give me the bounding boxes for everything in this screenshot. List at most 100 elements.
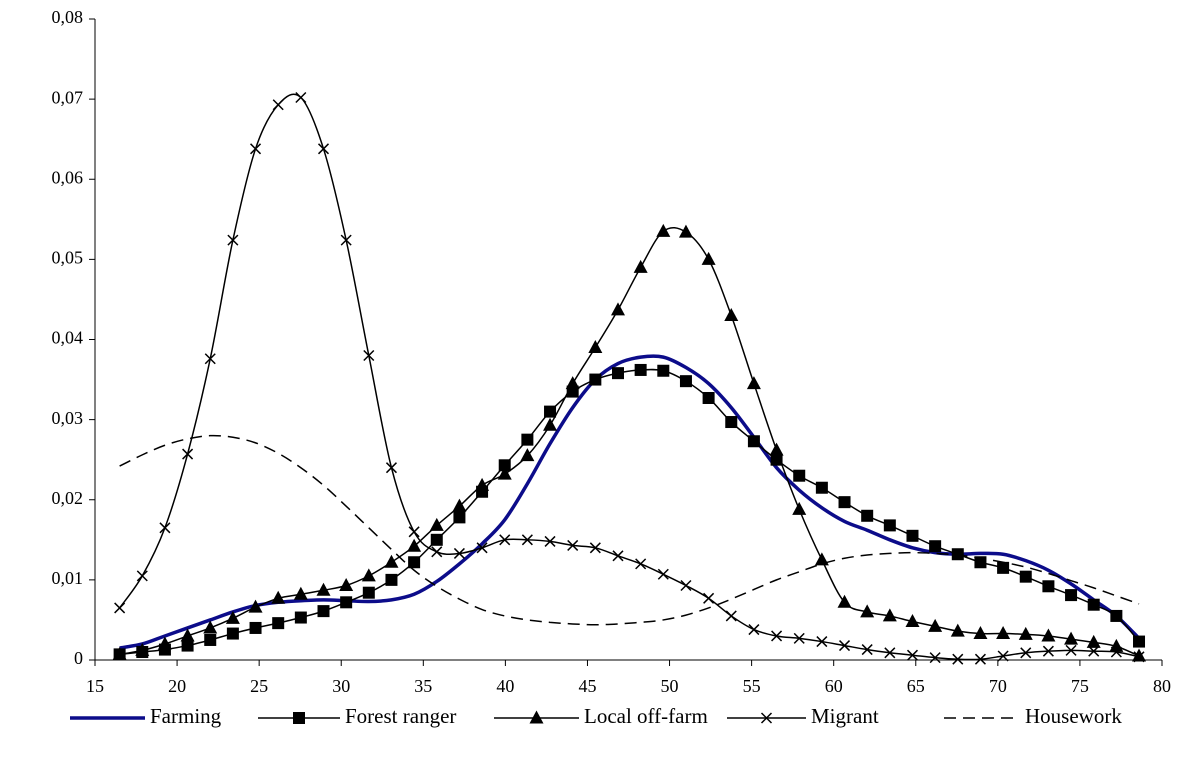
series-marker xyxy=(293,586,308,600)
series-marker xyxy=(203,620,218,634)
series-marker xyxy=(180,628,195,642)
series-marker xyxy=(135,642,150,656)
series-marker xyxy=(679,375,692,388)
series-marker xyxy=(521,433,534,446)
series-marker xyxy=(1110,646,1122,658)
series-marker xyxy=(499,534,511,546)
y-tick-label: 0,04 xyxy=(52,328,84,348)
series-marker xyxy=(271,590,286,604)
series-marker xyxy=(680,579,692,592)
series-marker xyxy=(1019,570,1032,583)
series-marker xyxy=(1018,626,1033,640)
series-marker xyxy=(1042,645,1054,657)
series-marker xyxy=(226,627,239,640)
series-marker xyxy=(793,469,806,482)
series-marker xyxy=(248,599,263,613)
series-marker xyxy=(882,608,897,622)
series-marker xyxy=(837,594,852,608)
series-marker xyxy=(702,391,715,404)
series-marker xyxy=(408,556,421,569)
y-tick-label: 0,07 xyxy=(52,87,84,107)
series-marker xyxy=(565,376,580,390)
series-marker xyxy=(431,546,443,558)
series-marker xyxy=(861,509,874,522)
series-marker xyxy=(589,373,602,386)
series-marker xyxy=(453,511,466,524)
series-marker xyxy=(769,442,784,456)
series-marker xyxy=(429,517,444,531)
series-marker xyxy=(1132,648,1147,662)
series-marker xyxy=(1133,635,1146,648)
series-marker xyxy=(725,610,737,622)
series-marker xyxy=(724,307,739,321)
series-marker xyxy=(317,143,330,155)
x-tick-label: 75 xyxy=(1071,676,1089,696)
series-marker xyxy=(906,649,919,661)
series-marker xyxy=(1065,589,1078,602)
series-line xyxy=(119,434,1140,626)
series-marker xyxy=(701,251,716,265)
series-marker xyxy=(363,349,375,362)
series-marker xyxy=(815,481,828,494)
series-marker xyxy=(928,618,943,632)
x-tick-label: 35 xyxy=(414,676,432,696)
series-marker xyxy=(112,646,127,660)
series-marker xyxy=(884,647,896,659)
series-marker xyxy=(973,626,988,640)
series-line xyxy=(119,354,1141,650)
series-marker xyxy=(1110,609,1123,622)
legend-label: Farming xyxy=(150,704,222,728)
y-tick-label: 0,02 xyxy=(52,488,84,508)
y-tick-label: 0,03 xyxy=(52,408,84,428)
series-marker xyxy=(475,477,490,491)
series-marker xyxy=(225,610,240,624)
series-marker xyxy=(1133,651,1145,663)
x-tick-label: 50 xyxy=(661,676,679,696)
y-tick-label: 0,01 xyxy=(52,568,84,588)
series-marker xyxy=(1042,580,1055,593)
series-marker xyxy=(656,223,671,237)
series-marker xyxy=(567,539,579,551)
series-marker xyxy=(384,554,399,568)
series-marker xyxy=(814,552,829,566)
series-marker xyxy=(408,526,420,538)
series-marker xyxy=(362,586,375,599)
series-marker xyxy=(272,99,284,111)
series-marker xyxy=(452,498,467,512)
series-marker xyxy=(861,644,873,656)
series-marker xyxy=(385,462,397,474)
series-marker xyxy=(157,636,172,650)
series-marker xyxy=(951,548,964,561)
series-marker xyxy=(996,626,1011,640)
y-tick-label: 0,06 xyxy=(52,167,84,187)
series-marker xyxy=(520,448,535,462)
series-marker xyxy=(544,535,556,547)
series-marker xyxy=(793,632,805,644)
series-marker xyxy=(703,592,715,604)
series-marker xyxy=(612,550,624,562)
series-marker xyxy=(114,602,126,614)
series-marker xyxy=(1020,647,1032,659)
series-marker xyxy=(657,568,669,580)
series-marker xyxy=(748,624,760,636)
series-marker xyxy=(204,633,217,646)
series-marker xyxy=(340,596,353,609)
series-marker xyxy=(816,636,828,648)
legend-label: Forest ranger xyxy=(345,704,456,728)
series-marker xyxy=(746,376,761,390)
series-marker xyxy=(678,224,693,238)
series-marker xyxy=(634,363,647,376)
series-marker xyxy=(905,614,920,628)
legend-label: Local off-farm xyxy=(584,704,708,728)
series-marker xyxy=(952,653,964,665)
series-marker xyxy=(792,501,807,515)
series-marker xyxy=(611,367,624,380)
series-marker xyxy=(521,534,533,546)
series-marker xyxy=(272,617,285,630)
series-marker xyxy=(633,259,648,273)
series-marker xyxy=(747,435,760,448)
series-marker xyxy=(453,547,465,559)
series-marker xyxy=(610,302,625,316)
x-tick-label: 40 xyxy=(496,676,514,696)
series-marker xyxy=(159,522,171,534)
